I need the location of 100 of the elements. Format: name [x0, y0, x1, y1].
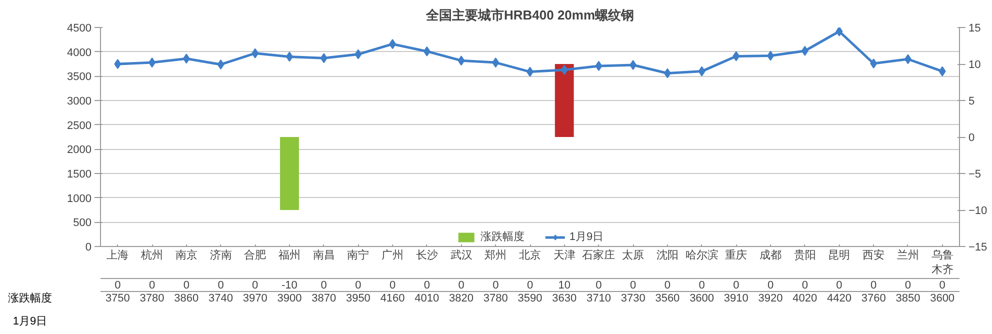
- x-tick-label: 太原: [622, 248, 644, 262]
- data-label: 0: [252, 280, 258, 292]
- data-label: 4010: [414, 292, 440, 304]
- y-tick-label: 4500: [67, 22, 92, 34]
- data-label: 3750: [105, 292, 130, 304]
- data-label: 0: [424, 280, 430, 292]
- data-label: 3860: [174, 292, 199, 304]
- legend-label: 1月9日: [569, 230, 604, 244]
- y-tick-label: 2000: [67, 144, 92, 156]
- legend-label: 涨跌幅度: [480, 230, 524, 244]
- data-label: 3760: [861, 292, 886, 304]
- x-tick-label: 西安: [862, 248, 885, 262]
- x-tick-label: 杭州: [140, 248, 164, 262]
- data-label: 0: [664, 280, 671, 292]
- data-label: 3740: [208, 292, 234, 304]
- point: [698, 66, 706, 76]
- data-label: 0: [802, 280, 808, 292]
- x-tick-label: 南宁: [347, 248, 370, 262]
- data-label: 3850: [896, 292, 920, 304]
- data-label: -10: [282, 280, 298, 292]
- y-tick-label: 1500: [67, 168, 92, 180]
- y2-tick-label: −10: [968, 205, 988, 217]
- text: 1月9日: [12, 316, 48, 328]
- x-tick-label: 福州: [278, 248, 300, 262]
- y-tick-label: 4000: [67, 46, 92, 59]
- data-label: 0: [114, 280, 121, 292]
- point: [492, 58, 500, 68]
- x-tick-label: 郑州: [484, 248, 507, 262]
- data-label: 0: [526, 280, 534, 292]
- data-label: 3970: [242, 292, 268, 304]
- data-label: 0: [870, 280, 877, 292]
- point: [148, 58, 156, 68]
- data-label: 0: [698, 280, 705, 292]
- x-tick-label: 北京: [519, 248, 541, 262]
- point: [252, 48, 259, 58]
- data-label: 0: [939, 280, 946, 292]
- point: [630, 60, 637, 70]
- x-tick-label: 上海: [106, 248, 129, 262]
- x-tick-label: 武汉: [450, 248, 472, 262]
- point: [423, 46, 430, 56]
- data-label: 0: [904, 280, 912, 292]
- data-label: 4160: [380, 292, 405, 304]
- data-label: 0: [355, 280, 362, 292]
- x-tick-label: 南京: [175, 248, 198, 262]
- x-tick-label: 哈尔滨: [685, 248, 718, 262]
- data-label: 3780: [483, 292, 508, 304]
- point: [217, 59, 224, 70]
- data-label: 4420: [827, 292, 852, 304]
- data-label: 0: [218, 280, 224, 292]
- y2-tick-label: 10: [968, 59, 981, 71]
- x-tick-label: 沈阳: [656, 248, 678, 262]
- data-label: 0: [320, 280, 327, 292]
- data-label: 3870: [312, 292, 336, 304]
- y-tick-label: 0: [85, 242, 92, 254]
- y-tick-label: 500: [73, 217, 92, 230]
- data-label: 3560: [655, 292, 680, 304]
- x-tick-label: 石家庄: [582, 248, 616, 262]
- data-label: 3900: [277, 292, 302, 304]
- data-label: 4020: [792, 292, 818, 304]
- point: [286, 52, 293, 62]
- data-label: 3600: [930, 292, 955, 304]
- data-label: 0: [390, 280, 396, 292]
- point: [389, 39, 396, 50]
- y2-tick-label: −5: [968, 168, 982, 180]
- data-label: 3730: [620, 292, 646, 304]
- point: [354, 49, 362, 60]
- data-label: 3600: [690, 292, 714, 304]
- x-tick-label: 长沙: [416, 248, 438, 262]
- y-tick-label: 1000: [67, 192, 92, 205]
- y-tick-label: 3000: [67, 96, 92, 108]
- data-label: 0: [836, 280, 842, 292]
- data-label: 0: [733, 280, 740, 292]
- data-label: 0: [148, 280, 156, 292]
- point: [836, 28, 843, 36]
- x-tick-label: 乌鲁木齐: [931, 250, 954, 276]
- data-label: 0: [492, 280, 499, 292]
- x-tick-label: 天津: [553, 248, 576, 262]
- data-label: 3630: [552, 292, 577, 304]
- data-label: 0: [183, 280, 190, 292]
- y-tick-label: 2500: [67, 120, 92, 132]
- x-tick-label: 贵阳: [794, 248, 816, 262]
- data-label: 3820: [449, 292, 474, 304]
- y-tick-label: 3500: [67, 71, 92, 84]
- data-label: 0: [596, 280, 602, 292]
- x-tick-label: 济南: [210, 248, 232, 262]
- point: [114, 59, 122, 69]
- data-label: 3710: [586, 292, 611, 304]
- x-tick-label: 广州: [382, 248, 404, 262]
- point: [182, 54, 190, 64]
- point: [595, 60, 602, 71]
- point: [904, 54, 912, 64]
- data-label: 0: [767, 280, 774, 292]
- x-tick-label: 重庆: [725, 248, 748, 262]
- data-label: 3920: [758, 292, 783, 304]
- point: [458, 56, 465, 66]
- point: [664, 68, 671, 78]
- x-tick-label: 成都: [760, 248, 782, 262]
- data-label: 0: [630, 280, 636, 292]
- data-label: 0: [458, 280, 464, 292]
- x-tick-label: 合肥: [244, 248, 266, 262]
